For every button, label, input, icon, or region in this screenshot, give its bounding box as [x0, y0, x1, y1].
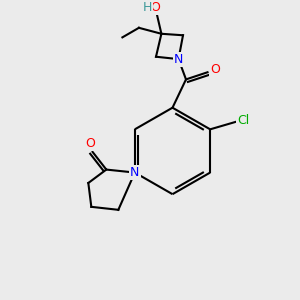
Text: Cl: Cl [237, 114, 249, 127]
Text: H: H [143, 1, 153, 14]
Text: O: O [151, 1, 160, 14]
Text: N: N [174, 52, 183, 66]
Text: O: O [85, 137, 95, 150]
Text: N: N [130, 166, 140, 179]
Text: O: O [210, 63, 220, 76]
